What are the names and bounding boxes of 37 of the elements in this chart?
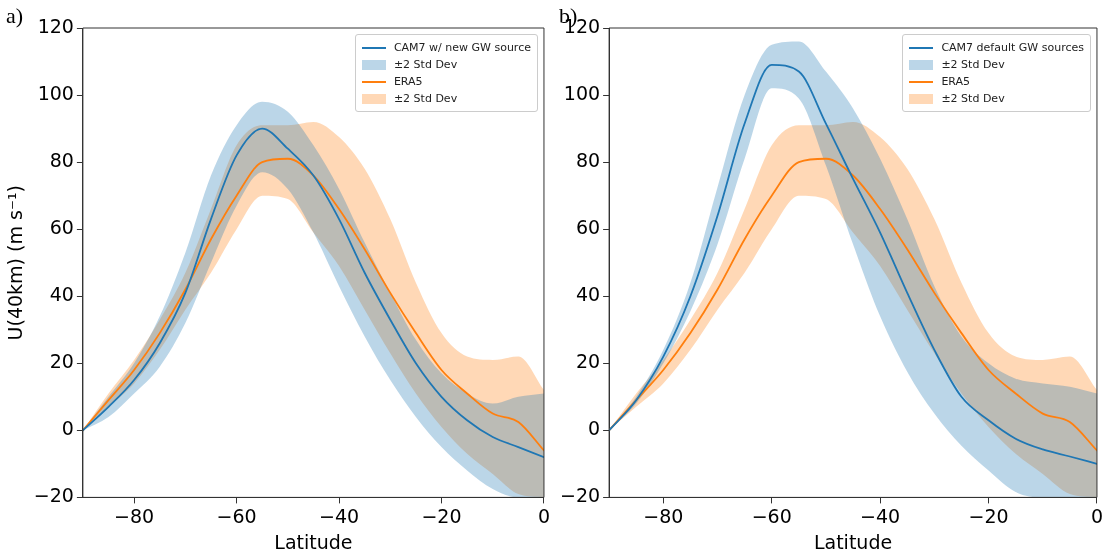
annotation: ±2 Std Dev xyxy=(941,57,1005,73)
x-tick-label: −20 xyxy=(968,504,1009,527)
y-tick-label: 80 xyxy=(49,149,74,172)
legend-label: ERA5 xyxy=(941,74,971,90)
y-tick-label: 20 xyxy=(575,350,601,373)
x-axis-title: Latitude xyxy=(813,530,893,553)
y-tick-label: 100 xyxy=(37,81,74,104)
y-axis-title: U(40km) (m s⁻¹) xyxy=(4,185,27,341)
legend-label: ERA5 xyxy=(393,74,423,90)
annotation: ±2 Std Dev xyxy=(393,57,458,73)
y-tick-label: 60 xyxy=(575,216,601,239)
x-tick-label: −40 xyxy=(860,504,901,527)
y-tick-label: 40 xyxy=(49,283,74,306)
x-tick-label: −60 xyxy=(751,504,792,527)
annotation: ±2 Std Dev xyxy=(393,91,458,107)
y-tick-label: 120 xyxy=(37,14,74,37)
x-axis-title: Latitude xyxy=(274,530,353,553)
y-tick-label: 0 xyxy=(588,417,601,440)
x-tick-label: −60 xyxy=(216,504,257,527)
y-tick-label: 0 xyxy=(61,417,74,440)
y-tick-label: 100 xyxy=(563,81,601,104)
annotation: ±2 Std Dev xyxy=(941,91,1005,107)
y-tick-label: 20 xyxy=(49,350,74,373)
y-tick-label: 40 xyxy=(575,283,601,306)
x-tick-label: −80 xyxy=(114,504,155,527)
x-tick-label: 0 xyxy=(537,504,550,527)
x-tick-label: −80 xyxy=(643,504,684,527)
y-tick-label: 60 xyxy=(49,216,74,239)
text: a) xyxy=(6,2,24,28)
legend-label: CAM7 default GW sources xyxy=(941,40,1084,56)
legend-label: CAM7 w/ new GW source xyxy=(393,40,531,56)
y-tick-label: −20 xyxy=(559,484,601,507)
y-tick-label: 80 xyxy=(575,149,601,172)
x-tick-label: −20 xyxy=(421,504,462,527)
x-tick-label: 0 xyxy=(1090,504,1103,527)
x-tick-label: −40 xyxy=(318,504,360,527)
y-tick-label: −20 xyxy=(33,484,74,507)
